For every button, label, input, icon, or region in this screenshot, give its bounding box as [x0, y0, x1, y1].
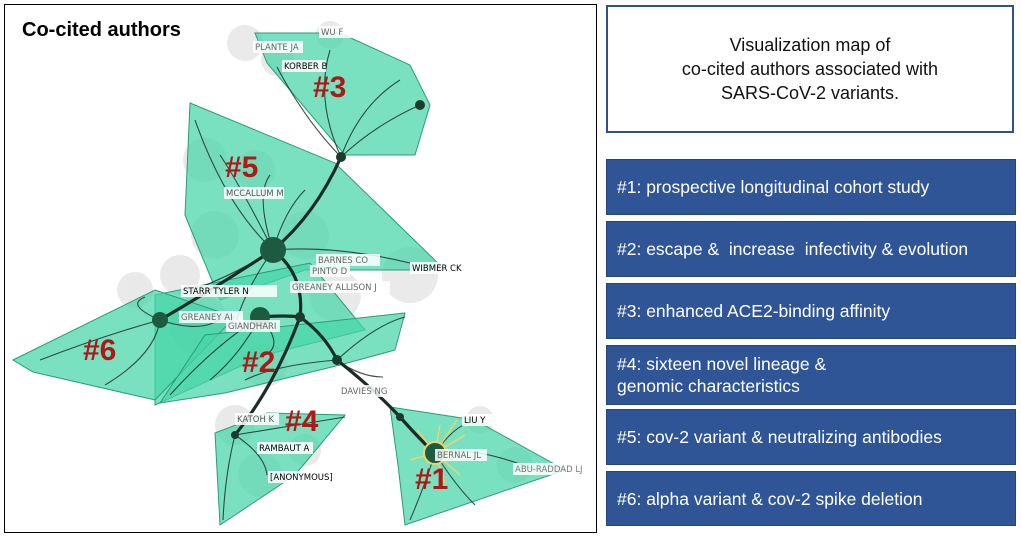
legend-label: #6: alpha variant & cov-2 spike deletion [617, 488, 923, 509]
hub-node[interactable] [396, 413, 404, 421]
co-citation-map: WU F PLANTE JA KORBER B MCCALLUM M BARNE… [4, 4, 597, 533]
author-label[interactable]: GREANEY ALLISON J [292, 283, 377, 293]
hull-cluster-4 [214, 412, 347, 526]
author-label[interactable]: GREANEY AJ [181, 313, 233, 323]
author-labels: WU F PLANTE JA KORBER B MCCALLUM M BARNE… [179, 26, 585, 483]
legend-label: #4: sixteen novel lineage & genomic char… [617, 354, 827, 396]
cluster-label-1: #1 [415, 463, 448, 496]
cluster-label-5: #5 [225, 151, 258, 184]
author-label[interactable]: RAMBAUT A [259, 444, 309, 454]
legend-item-cluster-2: #2: escape & increase infectivity & evol… [606, 221, 1016, 277]
cluster-labels: #3 #5 #6 #2 #4 #1 [83, 71, 448, 496]
map-title: Co-cited authors [22, 19, 181, 41]
hub-node[interactable] [231, 431, 239, 439]
caption-box: Visualization map of co-cited authors as… [606, 5, 1014, 133]
author-label[interactable]: ABU-RADDAD LJ [515, 465, 583, 475]
hub-nodes [152, 100, 447, 465]
cluster-label-6: #6 [83, 334, 116, 367]
author-label[interactable]: GIANDHARI [228, 322, 276, 332]
author-label[interactable]: LIU Y [464, 416, 486, 426]
author-label[interactable]: MCCALLUM M [226, 189, 284, 199]
author-label[interactable]: PINTO D [312, 267, 348, 277]
hub-node[interactable] [415, 100, 425, 110]
legend-item-cluster-5: #5: cov-2 variant & neutralizing antibod… [606, 409, 1016, 465]
author-label[interactable]: [ANONYMOUS] [270, 473, 333, 483]
author-label[interactable]: PLANTE JA [255, 43, 299, 53]
hub-node[interactable] [332, 355, 342, 365]
legend-label: #2: escape & increase infectivity & evol… [617, 239, 969, 259]
hub-node[interactable] [336, 152, 346, 162]
hub-node[interactable] [260, 237, 286, 263]
hub-node[interactable] [152, 312, 168, 328]
legend-label: #5: cov-2 variant & neutralizing antibod… [617, 427, 942, 447]
legend-label: #3: enhanced ACE2-binding affinity [617, 301, 891, 321]
author-label[interactable]: KATOH K [237, 415, 275, 425]
author-label[interactable]: BERNAL JL [437, 451, 481, 461]
author-label[interactable]: WIBMER CK [412, 264, 462, 274]
cluster-label-4: #4 [285, 405, 319, 438]
author-label[interactable]: WU F [321, 28, 343, 38]
hull-cluster-1 [389, 406, 567, 526]
legend-label: #1: prospective longitudinal cohort stud… [617, 177, 930, 197]
legend-item-cluster-3: #3: enhanced ACE2-binding affinity [606, 283, 1016, 339]
network-graph: WU F PLANTE JA KORBER B MCCALLUM M BARNE… [11, 21, 585, 526]
author-label[interactable]: BARNES CO [318, 256, 368, 266]
legend-item-cluster-1: #1: prospective longitudinal cohort stud… [606, 159, 1016, 215]
author-label[interactable]: KORBER B [284, 62, 328, 72]
caption-text: Visualization map of co-cited authors as… [681, 35, 939, 103]
author-label[interactable]: DAVIES NG [341, 387, 387, 397]
cluster-label-3: #3 [313, 71, 346, 104]
legend-item-cluster-4: #4: sixteen novel lineage & genomic char… [606, 345, 1016, 405]
cluster-label-2: #2 [242, 346, 275, 379]
author-label[interactable]: STARR TYLER N [183, 287, 249, 297]
hub-node[interactable] [295, 312, 305, 322]
legend-item-cluster-6: #6: alpha variant & cov-2 spike deletion [606, 471, 1016, 526]
